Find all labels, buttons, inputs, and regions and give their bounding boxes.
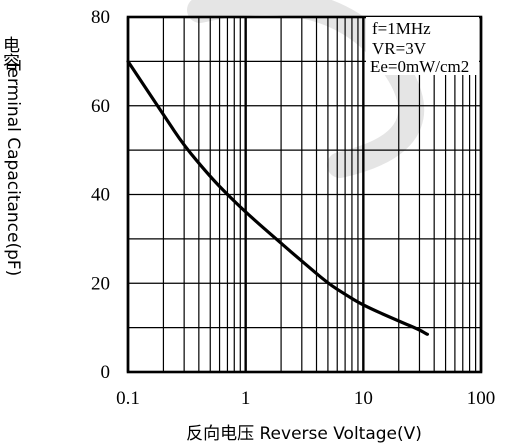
y-tick-label: 40 (91, 185, 110, 206)
plot-frame (126, 15, 483, 374)
data-curves (126, 59, 429, 336)
legend-reverse-voltage: VR=3V (372, 39, 427, 58)
capacitance-curve-0 (126, 59, 429, 336)
y-tick-label: 80 (91, 7, 110, 28)
x-axis-title: 反向电压 Reverse Voltage(V) (186, 424, 422, 444)
x-tick-label: 0.1 (116, 388, 140, 409)
legend-background (366, 17, 479, 75)
x-tick-label: 10 (354, 388, 373, 409)
x-tick-label: 100 (467, 388, 496, 409)
x-tick-labels: 0.1 1 10 100 (116, 388, 495, 409)
legend-frequency: f=1MHz (372, 19, 431, 38)
y-tick-labels: 0 20 40 60 80 (91, 7, 110, 383)
y-tick-label: 0 (101, 362, 111, 383)
legend-irradiance: Ee=0mW/cm2 (370, 57, 469, 76)
y-tick-label: 60 (91, 96, 110, 117)
conditions-legend: f=1MHz VR=3V Ee=0mW/cm2 (366, 17, 479, 76)
y-tick-label: 20 (91, 273, 110, 294)
y-axis-title-cn: 电容 (0, 36, 20, 70)
x-tick-label: 1 (241, 388, 251, 409)
plot-border (126, 15, 483, 374)
y-axis-title: Terminal Capacitance(pF) (3, 59, 23, 276)
